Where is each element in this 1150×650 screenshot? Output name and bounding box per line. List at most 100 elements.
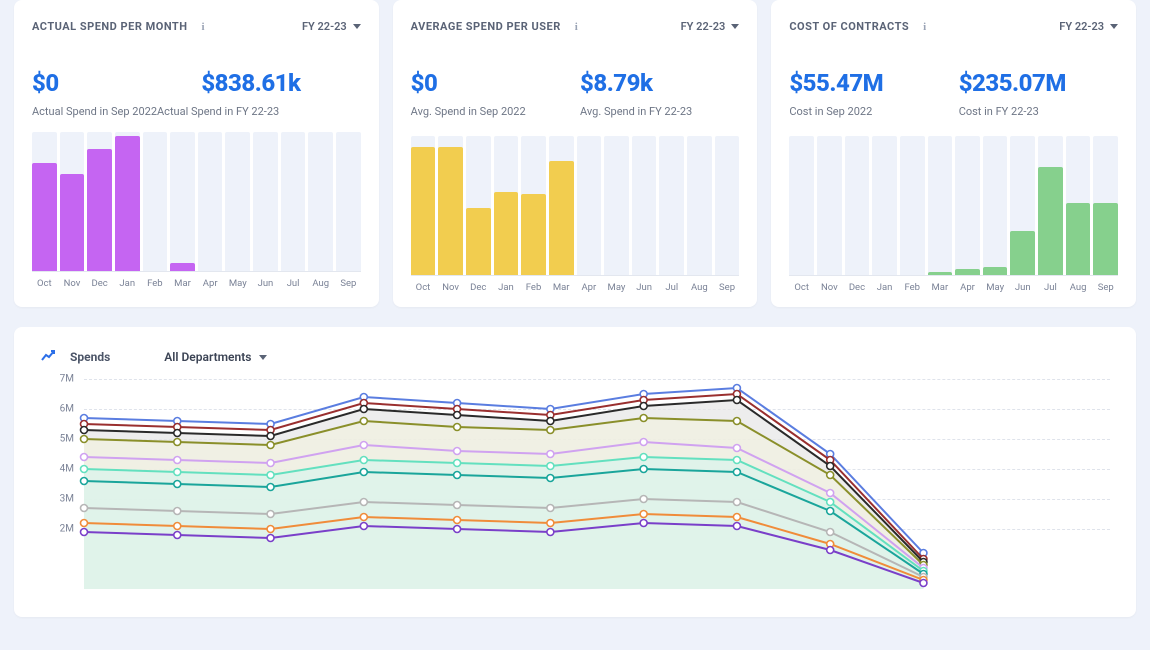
bar-slot: [198, 132, 223, 271]
series-marker: [174, 481, 181, 488]
series-marker: [81, 427, 88, 434]
series-marker: [640, 466, 647, 473]
bar-label: Sep: [715, 282, 740, 293]
bar: [466, 208, 491, 275]
bar: [928, 272, 953, 275]
chevron-down-icon: [259, 355, 267, 360]
series-marker: [81, 454, 88, 461]
card-title: AVERAGE SPEND PER USER: [411, 20, 561, 33]
bar-label: Mar: [170, 278, 195, 289]
bar-slot: [900, 136, 925, 275]
chevron-down-icon: [731, 24, 739, 29]
fy-picker[interactable]: FY 22-23: [1059, 20, 1118, 33]
series-marker: [174, 430, 181, 437]
spends-title: Spends: [70, 350, 110, 364]
fy-picker[interactable]: FY 22-23: [302, 20, 361, 33]
series-marker: [174, 532, 181, 539]
departments-picker[interactable]: All Departments: [164, 350, 267, 364]
bar-slot: [143, 132, 168, 271]
series-marker: [454, 412, 461, 419]
bar: [983, 267, 1008, 275]
series-marker: [81, 466, 88, 473]
bar-slot: [604, 136, 629, 275]
fy-picker-label: FY 22-23: [681, 20, 726, 33]
bar-slot: [1093, 136, 1118, 275]
series-marker: [81, 478, 88, 485]
info-icon[interactable]: i: [202, 21, 205, 33]
series-marker: [640, 520, 647, 527]
bar: [60, 174, 85, 271]
series-marker: [267, 535, 274, 542]
series-marker: [827, 472, 834, 479]
bar: [1093, 203, 1118, 275]
bar-slot: [60, 132, 85, 271]
bar-slot: [225, 132, 250, 271]
bar-slot: [253, 132, 278, 271]
series-marker: [267, 526, 274, 533]
stat-value: $235.07M: [959, 69, 1118, 97]
series-marker: [547, 505, 554, 512]
card-avg_spend: AVERAGE SPEND PER USERiFY 22-23$0$8.79kA…: [393, 0, 758, 307]
series-marker: [360, 418, 367, 425]
series-marker: [827, 547, 834, 554]
series-marker: [360, 469, 367, 476]
bar-slot: [789, 136, 814, 275]
series-marker: [360, 442, 367, 449]
bar-slot: [87, 132, 112, 271]
spends-chart-icon: [40, 347, 56, 367]
bar-label: Apr: [955, 282, 980, 293]
bar-slot: [281, 132, 306, 271]
bar-label: Sep: [1093, 282, 1118, 293]
bar-slot: [577, 136, 602, 275]
bar-label: Aug: [1066, 282, 1091, 293]
bar-slot: [1066, 136, 1091, 275]
info-icon[interactable]: i: [575, 21, 578, 33]
bar-label: Jan: [115, 278, 140, 289]
bar: [494, 192, 519, 275]
series-marker: [454, 526, 461, 533]
bar-label: Feb: [900, 282, 925, 293]
series-marker: [267, 433, 274, 440]
series-marker: [547, 520, 554, 527]
bar-slot: [1010, 136, 1035, 275]
bar-label: Nov: [60, 278, 85, 289]
bar-label: May: [225, 278, 250, 289]
chevron-down-icon: [1110, 24, 1118, 29]
bar-label: Nov: [438, 282, 463, 293]
series-marker: [454, 472, 461, 479]
stat-label: Avg. Spend in FY 22-23: [580, 105, 739, 118]
bar-label: Feb: [143, 278, 168, 289]
series-marker: [360, 514, 367, 521]
series-marker: [81, 529, 88, 536]
fy-picker[interactable]: FY 22-23: [681, 20, 740, 33]
bar-slot: [32, 132, 57, 271]
series-marker: [454, 448, 461, 455]
stat-value: $0: [411, 69, 570, 97]
bar-label: Feb: [521, 282, 546, 293]
series-marker: [174, 508, 181, 515]
bar-slot: [438, 136, 463, 275]
fy-picker-label: FY 22-23: [302, 20, 347, 33]
series-marker: [360, 523, 367, 530]
series-marker: [267, 460, 274, 467]
bar: [32, 163, 57, 271]
y-axis-tick: 6M: [60, 404, 74, 415]
series-marker: [640, 415, 647, 422]
series-marker: [827, 490, 834, 497]
stat-value: $0: [32, 69, 191, 97]
bar: [411, 147, 436, 275]
bar-label: Jul: [1038, 282, 1063, 293]
bar-slot: [494, 136, 519, 275]
series-marker: [827, 508, 834, 515]
bar-slot: [170, 132, 195, 271]
card-title: ACTUAL SPEND PER MONTH: [32, 20, 188, 33]
bar-chart: OctNovDecJanFebMarAprMayJunJulAugSep: [411, 136, 740, 293]
y-axis-tick: 7M: [60, 374, 74, 385]
bar: [438, 147, 463, 275]
series-marker: [547, 451, 554, 458]
y-axis-tick: 4M: [60, 464, 74, 475]
bar-label: Oct: [32, 278, 57, 289]
info-icon[interactable]: i: [923, 21, 926, 33]
bar-slot: [411, 136, 436, 275]
series-marker: [174, 469, 181, 476]
